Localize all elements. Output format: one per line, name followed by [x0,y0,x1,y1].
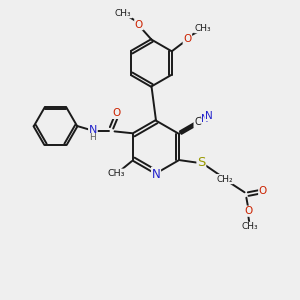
Text: H: H [90,133,96,142]
Text: N: N [206,111,214,121]
Text: N: N [89,124,97,135]
Text: N: N [152,167,160,181]
Text: CH₃: CH₃ [108,169,125,178]
Text: C: C [194,117,201,128]
Text: O: O [112,108,120,118]
Text: CH₃: CH₃ [241,222,258,231]
Text: O: O [183,34,191,44]
Text: S: S [197,156,206,169]
Text: N: N [205,111,213,121]
Text: C: C [197,116,204,126]
Text: O: O [259,186,267,196]
Text: O: O [244,206,252,216]
Text: O: O [135,20,143,30]
Text: N: N [201,113,209,124]
Text: CH₃: CH₃ [115,9,132,18]
Text: CH₂: CH₂ [217,175,233,184]
Text: CH₃: CH₃ [195,24,211,33]
